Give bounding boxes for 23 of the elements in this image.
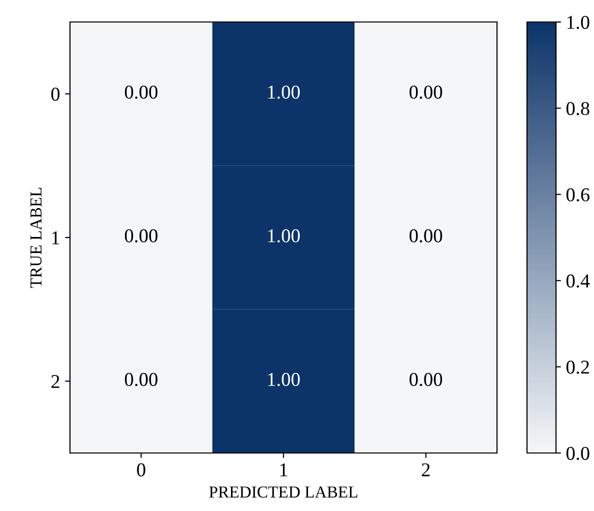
data-label: 1.00 bbox=[268, 372, 300, 386]
data-label: 1.00 bbox=[268, 86, 300, 99]
data-label: 1.00 bbox=[268, 229, 300, 242]
x-tick-label: 2 bbox=[422, 463, 430, 476]
color-bar-label: 0.2 bbox=[566, 360, 589, 374]
color-bar-label: 0.0 bbox=[566, 446, 590, 460]
x-tick-label: 0 bbox=[137, 463, 146, 476]
y-tick-label: 1 bbox=[52, 231, 60, 244]
data-label: 0.00 bbox=[124, 372, 158, 386]
x-axis-title: PREDICTED LABEL bbox=[209, 486, 358, 498]
color-bar-label: 1.0 bbox=[567, 16, 590, 30]
data-label: 0.00 bbox=[124, 229, 158, 242]
color-bar-label: 0.8 bbox=[566, 102, 590, 116]
x-tick-label: 1 bbox=[280, 463, 288, 476]
color-bar-label: 0.6 bbox=[566, 188, 590, 202]
data-label: 0.00 bbox=[124, 86, 158, 99]
data-label: 0.00 bbox=[410, 372, 442, 386]
color-bar-label: 0.4 bbox=[566, 274, 590, 288]
data-label: 0.00 bbox=[410, 229, 442, 242]
y-tick-label: 0 bbox=[51, 88, 60, 101]
data-label: 0.00 bbox=[410, 86, 442, 99]
y-axis-title: TRUE LABEL bbox=[30, 188, 42, 288]
y-tick-label: 2 bbox=[51, 375, 60, 388]
